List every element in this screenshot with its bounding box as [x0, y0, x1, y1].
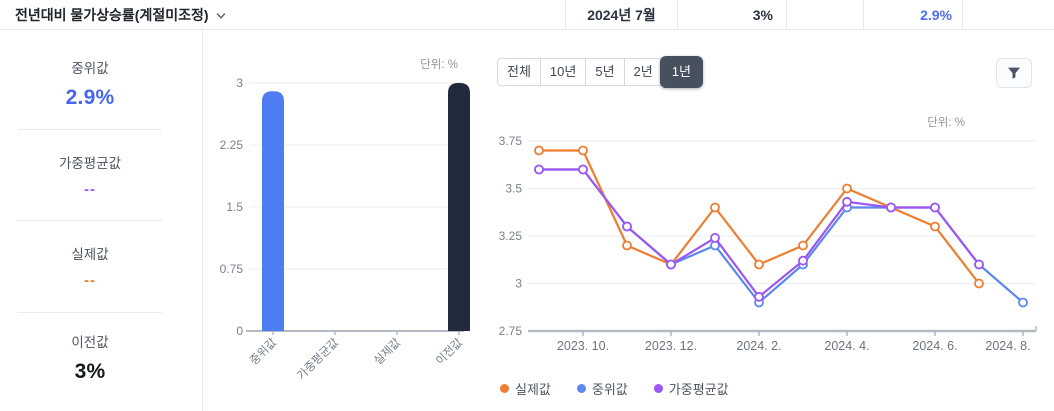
- data-point-가중평균값-2024. 7.: [974, 259, 984, 270]
- stat-divider: [18, 128, 162, 130]
- svg-text:2.25: 2.25: [220, 138, 244, 152]
- svg-text:2023. 12.: 2023. 12.: [645, 339, 697, 353]
- svg-text:0: 0: [236, 324, 243, 338]
- data-point-실제값-2023. 10.: [578, 145, 588, 156]
- page-title: 전년대비 물가상승률(계절미조정): [15, 6, 209, 23]
- legend-label: 실제값: [515, 382, 551, 397]
- stat-label: 실제값: [71, 247, 109, 263]
- line-chart: 2.75 3 3.25 3.5 3.75 2023. 10. 2023. 12. 2024. …: [499, 134, 1037, 353]
- stat-block-2: 가중평균값 --: [0, 130, 202, 221]
- line-chart-panel: 2.75 3 3.25 3.5 3.75 2023. 10. 2023. 12. 2024. …: [470, 30, 1054, 411]
- stat-value: 3%: [74, 360, 106, 384]
- svg-text:실제값: 실제값: [371, 336, 403, 368]
- svg-text:2024. 4.: 2024. 4.: [824, 339, 869, 353]
- svg-text:3.25: 3.25: [499, 229, 523, 243]
- funnel-icon: [1008, 67, 1020, 79]
- svg-text:3: 3: [515, 277, 522, 291]
- legend-item-가중평균값[interactable]: 가중평균값: [653, 379, 729, 398]
- chart-legend: 실제값 중위값 가중평균값: [500, 379, 729, 398]
- svg-text:2.75: 2.75: [499, 324, 523, 338]
- data-point-가중평균값-2024. 1.: [710, 232, 720, 243]
- data-point-실제값-2024. 6.: [930, 221, 940, 232]
- svg-text:2024. 8.: 2024. 8.: [985, 339, 1030, 353]
- stat-divider: [18, 311, 162, 313]
- bar-chart-unit-label: 단위: %: [420, 59, 458, 71]
- svg-text:3.75: 3.75: [499, 134, 523, 148]
- data-point-가중평균값-2023. 9.: [534, 164, 544, 175]
- line-chart-unit-label: 단위: %: [927, 117, 965, 129]
- range-tab-1년[interactable]: 1년: [659, 56, 703, 88]
- bar-chart: 0 0.75 1.5 2.25 3 중위값 가중평균값 실제값 이전값: [220, 76, 470, 383]
- svg-text:가중평균값: 가중평균값: [295, 336, 342, 383]
- data-point-중위값-2024. 8.: [1018, 297, 1028, 308]
- top-bar: 전년대비 물가상승률(계절미조정) 2024년 7월 3% 2.9%: [0, 0, 1054, 30]
- chevron-down-icon: [216, 12, 225, 18]
- filter-button[interactable]: [996, 58, 1032, 88]
- range-tab-5년[interactable]: 5년: [585, 58, 625, 86]
- data-point-가중평균값-2023. 11.: [622, 221, 632, 232]
- bar-이전값: [448, 83, 470, 331]
- svg-text:3.5: 3.5: [505, 182, 522, 196]
- stat-block-3: 실제값 --: [0, 221, 202, 312]
- data-point-가중평균값-2024. 5.: [886, 202, 896, 213]
- legend-dot: [500, 384, 509, 393]
- stat-value: --: [84, 180, 96, 198]
- data-point-가중평균값-2024. 3.: [798, 255, 808, 266]
- previous-value: 3%: [677, 0, 786, 29]
- legend-dot: [653, 384, 663, 393]
- topbar-spacer: [786, 0, 863, 29]
- data-point-가중평균값-2023. 10.: [578, 164, 588, 175]
- svg-text:0.75: 0.75: [220, 262, 244, 276]
- svg-text:3: 3: [236, 76, 243, 90]
- range-tab-10년[interactable]: 10년: [539, 58, 587, 86]
- dataset-title-dropdown[interactable]: 전년대비 물가상승률(계절미조정): [0, 0, 565, 29]
- stat-divider: [18, 220, 162, 221]
- legend-dot: [576, 384, 586, 393]
- range-tabs: 전체 10년 5년 2년 1년: [497, 56, 703, 88]
- data-point-가중평균값-2024. 4.: [842, 196, 852, 207]
- stat-label: 가중평균값: [58, 155, 122, 171]
- data-point-실제값-2024. 1.: [710, 202, 720, 213]
- topbar-spacer: [962, 0, 1054, 29]
- stat-label: 중위값: [71, 60, 109, 76]
- data-point-가중평균값-2024. 6.: [930, 202, 940, 213]
- svg-text:1.5: 1.5: [226, 200, 243, 214]
- main-area: 중위값 2.9% 가중평균값 -- 실제값 -- 이전값 3% 단위: % 0 0.75 1.5 2…: [0, 30, 1054, 411]
- bar-chart-panel: 단위: % 0 0.75 1.5 2.25 3 중위값 가중평균값 실제값 이전값: [203, 30, 470, 411]
- svg-text:2023. 10.: 2023. 10.: [557, 339, 609, 353]
- stat-block-4: 이전값 3%: [0, 313, 202, 404]
- svg-text:2024. 2.: 2024. 2.: [736, 339, 781, 353]
- data-point-실제값-2023. 11.: [622, 240, 632, 251]
- legend-label: 중위값: [591, 382, 628, 397]
- range-tab-2년[interactable]: 2년: [623, 58, 663, 86]
- chart-controls: 전체 10년 5년 2년 1년: [497, 56, 1032, 88]
- data-point-가중평균값-2023. 12.: [666, 259, 676, 270]
- stat-label: 이전값: [71, 335, 109, 351]
- svg-text:2024. 6.: 2024. 6.: [912, 339, 957, 353]
- median-value-top: 2.9%: [863, 0, 962, 29]
- data-point-실제값-2024. 2.: [754, 259, 764, 270]
- stats-panel: 중위값 2.9% 가중평균값 -- 실제값 -- 이전값 3%: [0, 30, 203, 411]
- data-point-실제값-2024. 7.: [974, 278, 984, 289]
- data-point-실제값-2023. 9.: [534, 145, 544, 156]
- legend-item-실제값[interactable]: 실제값: [500, 379, 551, 398]
- data-point-가중평균값-2024. 2.: [754, 291, 764, 302]
- data-point-실제값-2024. 4.: [842, 183, 852, 194]
- data-point-실제값-2024. 3.: [798, 240, 808, 251]
- stat-value: 2.9%: [65, 85, 115, 109]
- legend-label: 가중평균값: [668, 382, 729, 397]
- stat-value: --: [84, 272, 96, 290]
- bar-중위값: [262, 91, 284, 331]
- svg-text:중위값: 중위값: [247, 336, 279, 368]
- range-tab-전체[interactable]: 전체: [497, 58, 541, 86]
- legend-item-중위값[interactable]: 중위값: [576, 379, 628, 398]
- stat-block-1: 중위값 2.9%: [0, 38, 202, 129]
- period-value: 2024년 7월: [565, 0, 677, 29]
- svg-text:이전값: 이전값: [433, 336, 465, 368]
